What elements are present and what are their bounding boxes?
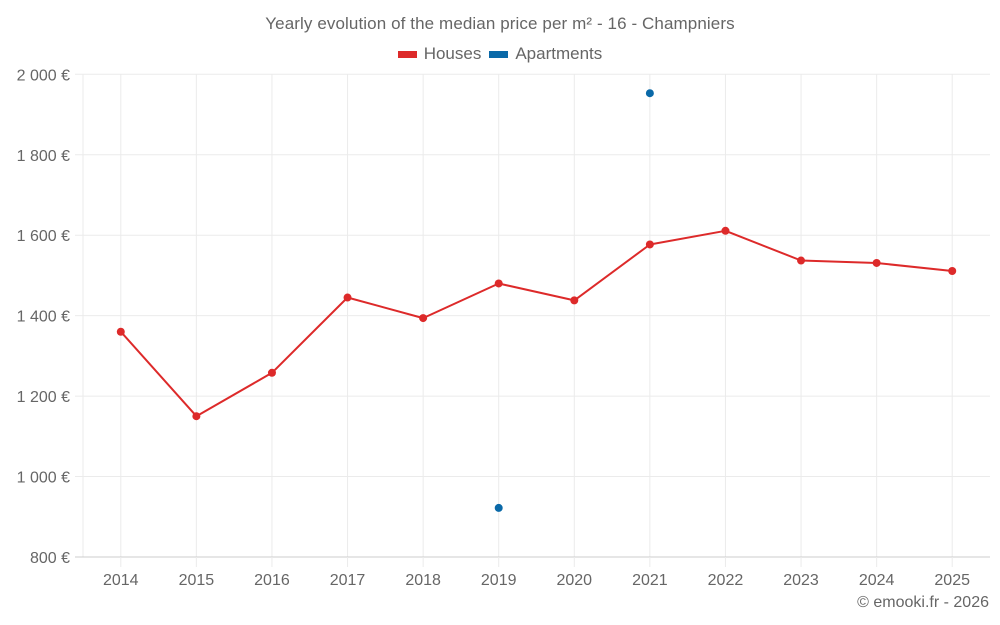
data-point-houses-2021[interactable] — [645, 240, 654, 249]
data-point-houses-2022[interactable] — [721, 226, 730, 235]
chart-title: Yearly evolution of the median price per… — [265, 14, 735, 33]
data-point-houses-2023[interactable] — [797, 256, 806, 265]
x-tick-label: 2022 — [708, 572, 744, 589]
legend-item-apartments[interactable]: Apartments — [489, 44, 602, 64]
series-points — [116, 89, 957, 512]
x-tick-label: 2016 — [254, 572, 290, 589]
y-tick-label: 1 400 € — [17, 309, 70, 326]
legend: Houses Apartments — [0, 44, 1000, 64]
data-point-houses-2020[interactable] — [570, 296, 579, 305]
x-tick-label: 2024 — [859, 572, 895, 589]
data-point-houses-2024[interactable] — [872, 258, 881, 267]
y-tick-label: 1 600 € — [17, 228, 70, 245]
x-tick-label: 2017 — [330, 572, 366, 589]
y-axis-labels: 800 € 1 000 € 1 200 € 1 400 € 1 600 € 1 800 €… — [17, 67, 70, 567]
credit-text: © emooki.fr - 2026 — [857, 594, 989, 611]
data-point-houses-2025[interactable] — [948, 267, 957, 276]
data-point-houses-2016[interactable] — [267, 368, 276, 377]
horizontal-gridlines — [75, 73, 990, 478]
series-line-houses — [120, 229, 953, 418]
x-tick-label: 2015 — [179, 572, 215, 589]
x-tick-label: 2025 — [934, 572, 970, 589]
x-tick-label: 2020 — [556, 572, 592, 589]
x-tick-label: 2021 — [632, 572, 668, 589]
series-lines — [120, 229, 953, 418]
y-tick-label: 1 200 € — [17, 389, 70, 406]
data-point-houses-2014[interactable] — [116, 327, 125, 336]
x-axis-labels: 2014 2015 2016 2017 2018 2019 2020 2021 2022 2023… — [103, 572, 970, 589]
x-tick-label: 2014 — [103, 572, 139, 589]
data-point-apartments-2021[interactable] — [645, 89, 654, 98]
legend-swatch-houses — [397, 50, 417, 58]
data-point-houses-2019[interactable] — [494, 279, 503, 288]
vertical-gridlines — [82, 74, 953, 557]
x-tick-label: 2018 — [405, 572, 441, 589]
y-tick-label: 800 € — [30, 550, 70, 567]
axes — [75, 556, 990, 567]
data-point-houses-2017[interactable] — [343, 293, 352, 302]
y-tick-label: 1 800 € — [17, 148, 70, 165]
x-tick-label: 2019 — [481, 572, 517, 589]
y-tick-label: 1 000 € — [17, 470, 70, 487]
data-point-houses-2015[interactable] — [192, 412, 201, 421]
legend-item-houses[interactable]: Houses — [397, 44, 482, 64]
legend-label-apartments: Apartments — [515, 44, 603, 63]
data-point-houses-2018[interactable] — [419, 314, 428, 323]
data-point-apartments-2019[interactable] — [494, 503, 503, 512]
legend-label-houses: Houses — [423, 44, 482, 63]
x-tick-label: 2023 — [783, 572, 819, 589]
y-tick-label: 2 000 € — [17, 67, 70, 84]
legend-swatch-apartments — [489, 50, 509, 58]
